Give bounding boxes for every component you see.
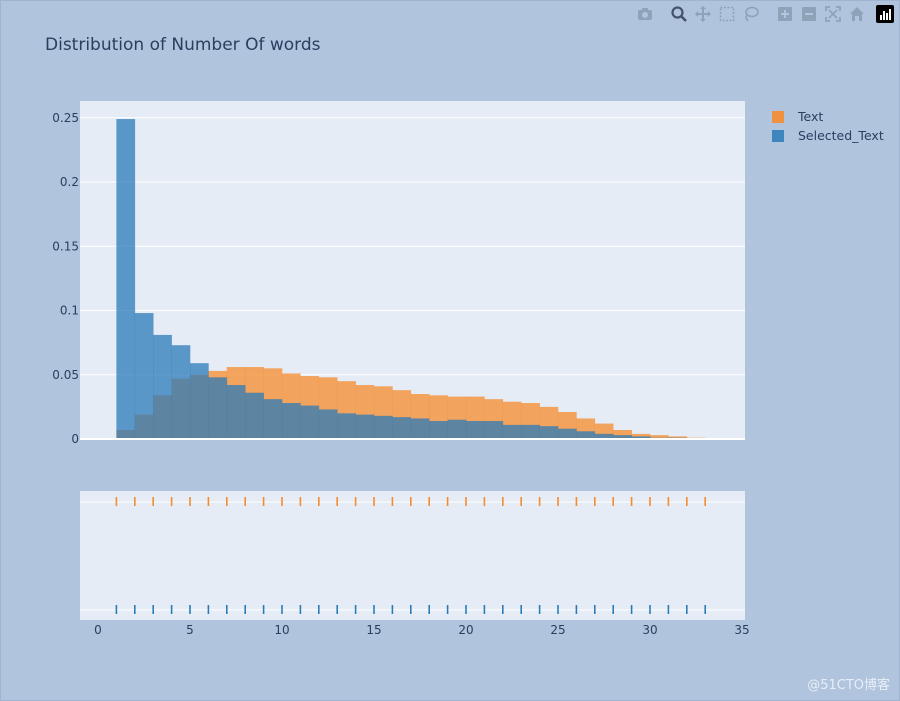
zoom-in-icon[interactable] [774,4,796,24]
bar-selected-text[interactable] [263,399,283,439]
bar-selected-text[interactable] [355,414,375,439]
bar-selected-text[interactable] [410,418,430,439]
rug-plot-area[interactable] [80,491,745,620]
lasso-icon[interactable] [740,4,762,24]
x-tick-label: 25 [550,623,565,637]
box-select-icon[interactable] [716,4,738,24]
bar-selected-text[interactable] [613,435,632,439]
x-tick-label: 35 [734,623,749,637]
bar-selected-text[interactable] [300,405,320,439]
bar-selected-text[interactable] [502,424,522,439]
bar-text[interactable] [650,435,669,439]
watermark: @51CTO博客 [807,678,890,693]
y-tick-label: 0.25 [52,111,79,125]
bar-selected-text[interactable] [208,377,228,439]
legend-swatch-text [772,110,784,123]
modebar [634,4,894,24]
y-tick-label: 0 [71,432,79,446]
legend-item-text[interactable]: Text [772,107,884,126]
home-icon[interactable] [846,4,868,24]
y-tick-labels: 0 0.05 0.1 0.15 0.2 0.25 [52,111,79,446]
bar-selected-text[interactable] [282,403,301,439]
bar-selected-text[interactable] [466,421,485,439]
plotly-logo-icon[interactable] [876,5,894,23]
y-tick-label: 0.05 [52,368,79,382]
bar-selected-text[interactable] [245,392,264,439]
y-tick-label: 0.2 [60,175,79,189]
x-tick-labels: 0 5 10 15 20 25 30 35 [94,623,749,637]
camera-icon[interactable] [634,4,656,24]
bar-selected-text[interactable] [190,363,209,439]
x-tick-label: 5 [186,623,194,637]
y-tick-label: 0.1 [60,304,79,318]
bar-text[interactable] [613,430,632,439]
bar-selected-text[interactable] [558,428,577,439]
bar-selected-text[interactable] [392,417,412,439]
rug-marks[interactable] [80,497,745,614]
bar-selected-text[interactable] [631,436,651,439]
pan-icon[interactable] [692,4,714,24]
y-gridlines [80,117,745,376]
bar-selected-text[interactable] [171,345,191,439]
bar-selected-text[interactable] [337,413,356,439]
bar-selected-text[interactable] [484,421,504,439]
chart-title: Distribution of Number Of words [45,35,321,55]
bar-selected-text[interactable] [447,419,467,439]
bar-selected-text[interactable] [318,409,338,439]
x-tick-label: 30 [642,623,657,637]
legend-label-selected-text: Selected_Text [798,128,884,143]
histogram-bars[interactable] [116,119,706,439]
bar-selected-text[interactable] [226,385,246,439]
x-tick-label: 15 [366,623,381,637]
bar-selected-text[interactable] [576,431,596,439]
bar-selected-text[interactable] [539,426,559,439]
bar-selected-text[interactable] [521,424,540,439]
bar-selected-text[interactable] [594,433,614,439]
bar-selected-text[interactable] [116,119,136,439]
x-tick-label: 0 [94,623,102,637]
bar-selected-text[interactable] [429,421,448,439]
zoom-out-icon[interactable] [798,4,820,24]
legend-label-text: Text [798,109,824,124]
zoom-icon[interactable] [668,4,690,24]
legend-item-selected-text[interactable]: Selected_Text [772,126,884,145]
bar-selected-text[interactable] [134,313,154,439]
autoscale-icon[interactable] [822,4,844,24]
bar-selected-text[interactable] [153,334,172,439]
x-tick-label: 10 [274,623,289,637]
legend: Text Selected_Text [772,107,884,145]
bar-selected-text[interactable] [374,415,393,439]
x-tick-label: 20 [458,623,473,637]
y-tick-label: 0.15 [52,239,79,253]
legend-swatch-selected-text [772,129,784,142]
